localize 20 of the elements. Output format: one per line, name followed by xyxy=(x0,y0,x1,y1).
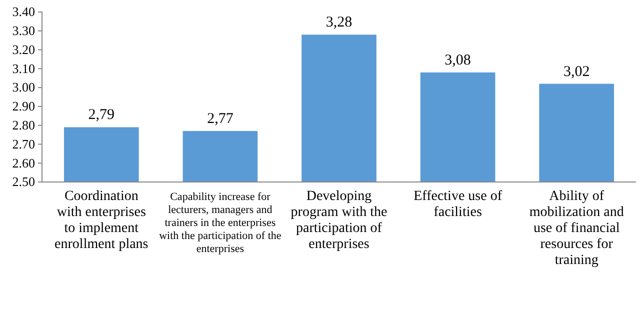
data-label: 3,08 xyxy=(444,52,471,68)
y-tick-label: 2.50 xyxy=(12,174,35,190)
x-tick-label: Capability increase for lecturers, managers and trainers in the enterprises with the participation of the enterprises xyxy=(159,191,282,255)
x-tick-label: Coordination with enterprises to implement enrollment plans xyxy=(54,189,148,252)
data-label: 3,28 xyxy=(326,14,352,31)
y-tick-label: 3.10 xyxy=(12,60,35,76)
y-tick-label: 3.20 xyxy=(12,42,35,57)
y-tick-label: 2.80 xyxy=(12,117,35,132)
y-tick-label: 2.70 xyxy=(12,136,35,152)
x-tick-label: Ability of mobilization and use of financial resources for training xyxy=(529,189,624,268)
y-tick-label: 3.40 xyxy=(12,4,35,20)
y-tick-label: 3.00 xyxy=(12,80,35,95)
x-tick-label: Developing program with the participation of enterprises xyxy=(290,189,388,252)
data-label: 3,02 xyxy=(563,64,590,80)
y-tick-label: 2.60 xyxy=(12,155,35,170)
data-label: 2,79 xyxy=(88,107,115,124)
y-tick-label: 2.90 xyxy=(12,98,35,114)
data-label: 2,77 xyxy=(207,111,234,127)
y-tick-label: 3.30 xyxy=(12,23,35,38)
x-tick-label: Effective use of facilities xyxy=(414,189,502,220)
